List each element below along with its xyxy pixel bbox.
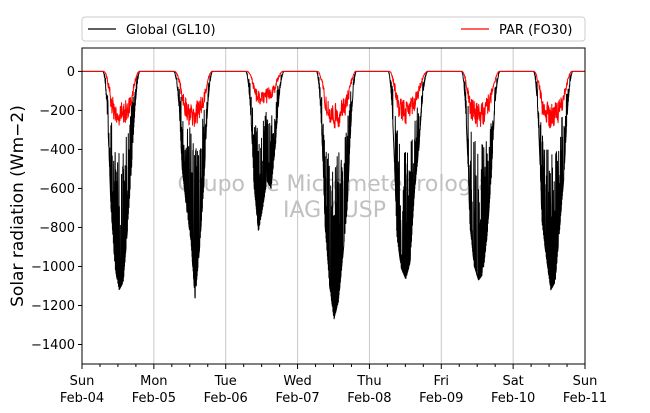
y-tick-label: −800 <box>39 221 75 236</box>
y-tick-label: −1200 <box>31 299 75 314</box>
x-tick-label-date: Feb-08 <box>347 391 391 406</box>
x-tick-label-date: Feb-11 <box>563 391 607 406</box>
legend: Global (GL10) PAR (FO30) <box>81 16 586 42</box>
x-tick-label-date: Feb-05 <box>132 391 176 406</box>
x-tick-label-date: Feb-06 <box>204 391 248 406</box>
y-tick-label: −1000 <box>31 260 75 275</box>
y-tick-label: −1400 <box>31 338 75 353</box>
x-tick-label-day: Tue <box>214 374 237 389</box>
legend-label-global: Global (GL10) <box>126 23 216 38</box>
x-tick-label-date: Feb-04 <box>60 391 104 406</box>
series-line-par <box>81 70 586 129</box>
axes: 0 −200 −400 −600 −800 −1000 −1200 −1400 Sun Feb-0… <box>31 47 607 406</box>
x-tick-label-date: Feb-10 <box>491 391 535 406</box>
y-tick-label: −400 <box>39 143 75 158</box>
x-tick-label-day: Mon <box>140 374 167 389</box>
x-tick-label-day: Sun <box>573 374 598 389</box>
series-lines <box>81 70 586 320</box>
y-axis-label-group: Solar radiation (Wm−2) <box>8 105 28 307</box>
grid-lines <box>153 48 514 364</box>
y-tick-label: −600 <box>39 182 75 197</box>
x-tick-label-day: Sun <box>70 374 95 389</box>
x-tick-label-day: Sat <box>502 374 523 389</box>
legend-box <box>81 16 586 42</box>
x-tick-label-date: Feb-09 <box>419 391 463 406</box>
x-tick-label-day: Thu <box>356 374 381 389</box>
watermark-text: Grupo de Micrometeorologia <box>178 172 492 197</box>
x-tick-label-day: Wed <box>283 374 311 389</box>
y-tick-label: 0 <box>67 65 75 80</box>
x-tick-label-day: Fri <box>434 374 450 389</box>
y-tick-label: −200 <box>39 104 75 119</box>
legend-label-par: PAR (FO30) <box>499 23 572 38</box>
x-tick-label-date: Feb-07 <box>275 391 319 406</box>
y-axis-label: Solar radiation (Wm−2) <box>8 105 28 307</box>
